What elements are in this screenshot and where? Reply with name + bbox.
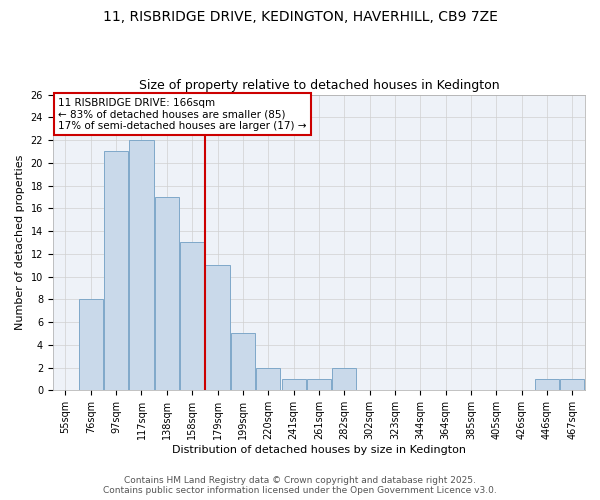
Bar [130,140,154,390]
Title: Size of property relative to detached houses in Kedington: Size of property relative to detached ho… [139,79,499,92]
Bar [79,300,103,390]
Bar [104,152,128,390]
Bar [205,265,230,390]
Text: Contains HM Land Registry data © Crown copyright and database right 2025.
Contai: Contains HM Land Registry data © Crown c… [103,476,497,495]
Bar [535,379,559,390]
Bar [307,379,331,390]
Bar [256,368,280,390]
Bar [155,197,179,390]
Bar [560,379,584,390]
X-axis label: Distribution of detached houses by size in Kedington: Distribution of detached houses by size … [172,445,466,455]
Text: 11 RISBRIDGE DRIVE: 166sqm
← 83% of detached houses are smaller (85)
17% of semi: 11 RISBRIDGE DRIVE: 166sqm ← 83% of deta… [58,98,307,130]
Bar [231,334,255,390]
Y-axis label: Number of detached properties: Number of detached properties [15,155,25,330]
Bar [332,368,356,390]
Bar [281,379,305,390]
Bar [180,242,204,390]
Text: 11, RISBRIDGE DRIVE, KEDINGTON, HAVERHILL, CB9 7ZE: 11, RISBRIDGE DRIVE, KEDINGTON, HAVERHIL… [103,10,497,24]
